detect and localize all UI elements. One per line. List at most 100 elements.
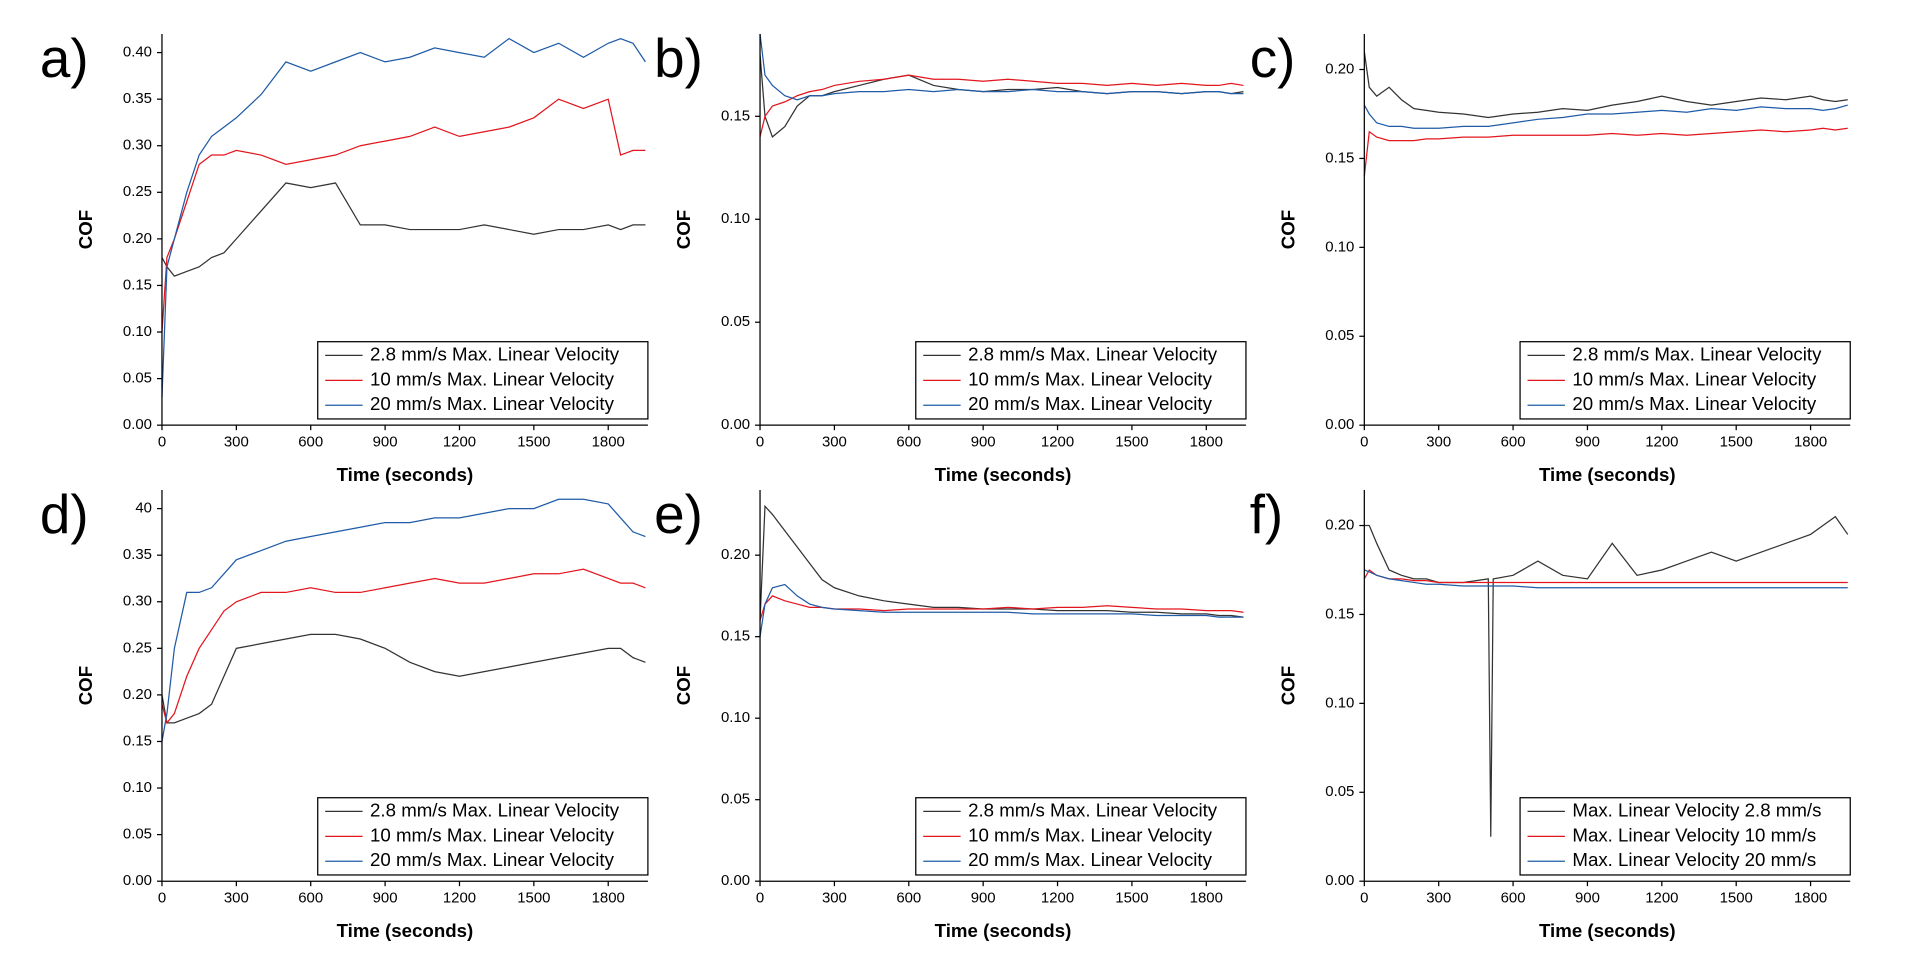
y-axis-label: COF [75,666,96,705]
data-line [161,498,646,742]
x-tick-label: 600 [896,890,921,907]
x-tick-label: 1200 [443,890,476,907]
y-tick-label: 0.30 [123,137,152,154]
y-axis-label: COF [673,210,694,249]
panel-label: d) [40,483,89,545]
y-tick-label: 0.10 [721,210,750,227]
x-tick-label: 300 [224,434,249,451]
data-line [759,504,1244,621]
y-axis-label: COF [75,210,96,249]
x-tick-label: 900 [971,890,996,907]
panel-label: c) [1250,27,1296,89]
x-tick-label: 600 [896,434,921,451]
x-tick-label: 0 [158,890,166,907]
y-tick-label: 0.20 [1325,60,1354,77]
x-tick-label: 0 [1360,890,1368,907]
data-line [759,74,1244,138]
y-tick-label: 0.40 [123,44,152,61]
y-tick-label: 0.05 [721,313,750,330]
y-tick-label: 0.25 [123,183,152,200]
y-tick-label: 0.00 [721,872,750,889]
x-tick-label: 0 [756,434,764,451]
y-axis-label: COF [1278,666,1299,705]
data-line [759,595,1244,621]
legend-box [317,797,649,876]
data-line [161,98,646,333]
y-tick-label: 0.10 [123,323,152,340]
y-tick-label: 0.15 [721,628,750,645]
legend-label: 2.8 mm/s Max. Linear Velocity [968,799,1218,820]
panel-label: f) [1250,483,1283,545]
x-tick-label: 1800 [1794,890,1827,907]
legend-label: 10 mm/s Max. Linear Velocity [370,824,615,845]
legend-label: Max. Linear Velocity 20 mm/s [1572,849,1816,870]
y-tick-label: 0.05 [1325,327,1354,344]
x-tick-label: 900 [373,434,398,451]
legend-label: Max. Linear Velocity 2.8 mm/s [1572,799,1821,820]
x-tick-label: 900 [373,890,398,907]
x-tick-label: 300 [822,890,847,907]
panel-label: a) [40,27,89,89]
x-tick-label: 600 [298,890,323,907]
x-tick-label: 0 [158,434,166,451]
legend-label: 10 mm/s Max. Linear Velocity [968,368,1213,389]
data-line [1363,569,1848,584]
data-line [161,568,646,725]
x-tick-label: 0 [756,890,764,907]
x-axis-label: Time (seconds) [337,920,474,941]
x-tick-label: 300 [1426,434,1451,451]
legend-box [1519,797,1851,876]
y-tick-label: 40 [135,500,152,517]
y-tick-label: 0.10 [721,709,750,726]
x-tick-label: 600 [1501,434,1526,451]
data-line [759,583,1244,637]
legend-label: 20 mm/s Max. Linear Velocity [968,849,1213,870]
y-axis-label: COF [1278,210,1299,249]
data-line [1363,51,1848,119]
legend-label: 20 mm/s Max. Linear Velocity [370,849,615,870]
y-tick-label: 0.35 [123,546,152,563]
legend-label: Max. Linear Velocity 10 mm/s [1572,824,1816,845]
x-axis-label: Time (seconds) [935,920,1072,941]
legend-label: 10 mm/s Max. Linear Velocity [1572,368,1817,389]
x-axis-label: Time (seconds) [1539,464,1676,485]
x-tick-label: 900 [1575,434,1600,451]
x-tick-label: 1500 [1720,434,1753,451]
x-tick-label: 1200 [443,434,476,451]
y-tick-label: 0.00 [721,416,750,433]
x-tick-label: 1800 [1190,890,1223,907]
legend-label: 10 mm/s Max. Linear Velocity [968,824,1213,845]
y-tick-label: 0.15 [123,276,152,293]
legend-label: 20 mm/s Max. Linear Velocity [370,393,615,414]
data-line [759,33,1244,101]
data-line [161,182,646,277]
y-tick-label: 0.20 [123,230,152,247]
x-tick-label: 900 [1575,890,1600,907]
y-tick-label: 0.35 [123,90,152,107]
legend-box [915,341,1247,420]
x-tick-label: 600 [298,434,323,451]
legend-label: 2.8 mm/s Max. Linear Velocity [1572,343,1822,364]
x-tick-label: 1200 [1041,890,1074,907]
y-tick-label: 0.05 [1325,783,1354,800]
legend-label: 2.8 mm/s Max. Linear Velocity [370,799,620,820]
x-tick-label: 900 [971,434,996,451]
legend-box [317,341,649,420]
y-tick-label: 0.05 [123,370,152,387]
y-tick-label: 0.00 [123,872,152,889]
legend-label: 2.8 mm/s Max. Linear Velocity [370,343,620,364]
y-tick-label: 0.15 [721,107,750,124]
x-tick-label: 1800 [592,890,625,907]
data-line [161,633,646,724]
y-tick-label: 0.00 [1325,416,1354,433]
x-tick-label: 1500 [517,890,550,907]
y-axis-label: COF [673,666,694,705]
y-tick-label: 0.00 [1325,872,1354,889]
y-tick-label: 0.05 [721,791,750,808]
x-tick-label: 1500 [1720,890,1753,907]
y-tick-label: 0.20 [1325,516,1354,533]
panel-label: b) [654,27,703,89]
y-tick-label: 0.30 [123,593,152,610]
y-tick-label: 0.05 [123,826,152,843]
